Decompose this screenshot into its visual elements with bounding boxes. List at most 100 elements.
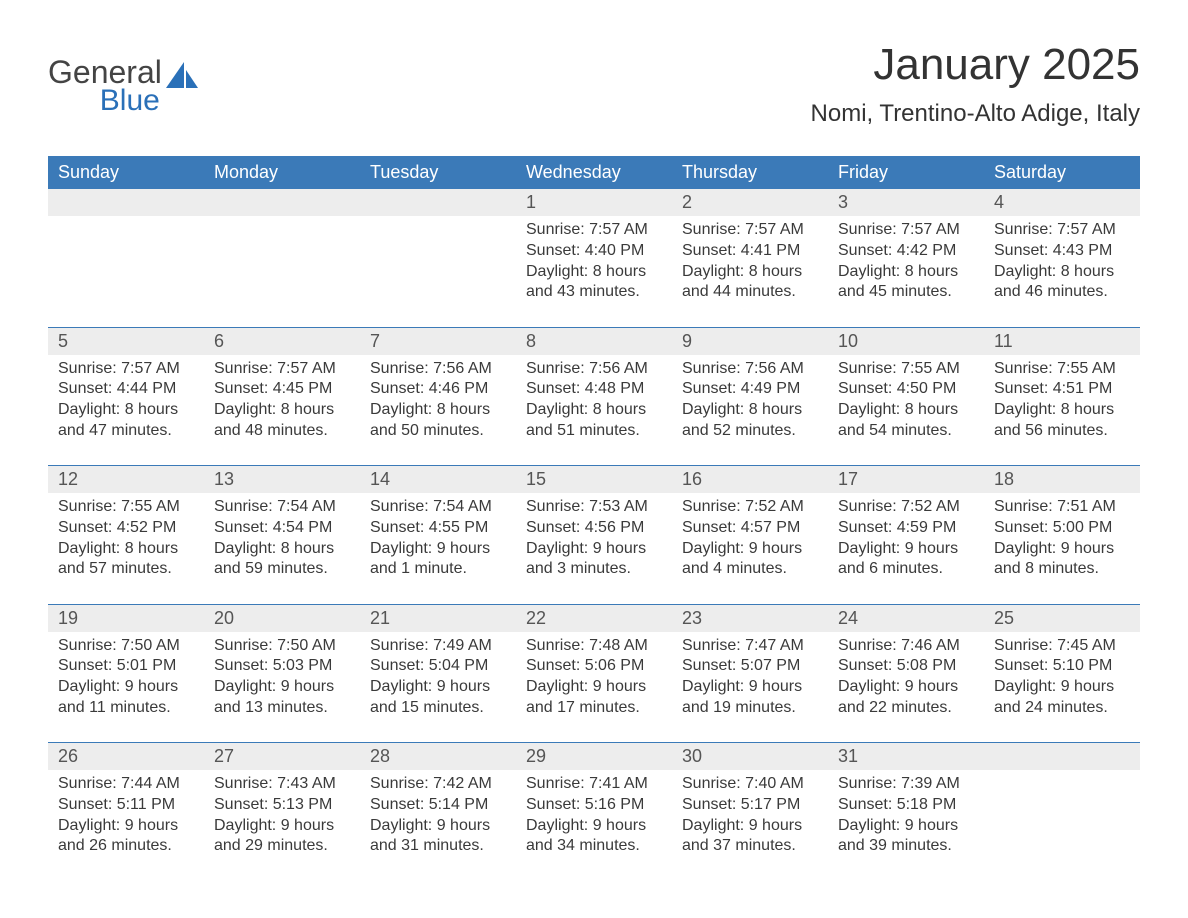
sunset-line: Sunset: 4:51 PM [994, 379, 1130, 400]
sunrise-line: Sunrise: 7:47 AM [682, 636, 818, 657]
sunrise-line: Sunrise: 7:56 AM [682, 359, 818, 380]
daynum-bar: 12 [48, 466, 204, 493]
daylight-line: Daylight: 9 hours and 4 minutes. [682, 539, 818, 581]
sunrise-line: Sunrise: 7:57 AM [994, 220, 1130, 241]
day-number: 6 [204, 328, 360, 355]
sunrise-line: Sunrise: 7:45 AM [994, 636, 1130, 657]
daylight-line: Daylight: 8 hours and 59 minutes. [214, 539, 350, 581]
day-number: 18 [984, 466, 1140, 493]
sunset-line: Sunset: 5:13 PM [214, 795, 350, 816]
sunrise-line: Sunrise: 7:56 AM [370, 359, 506, 380]
daynum-bar: 25 [984, 605, 1140, 632]
daynum-bar: 6 [204, 328, 360, 355]
sunrise-line: Sunrise: 7:41 AM [526, 774, 662, 795]
calendar-cell [204, 189, 360, 327]
calendar-cell: 26Sunrise: 7:44 AMSunset: 5:11 PMDayligh… [48, 743, 204, 881]
month-title: January 2025 [811, 40, 1140, 90]
sunrise-line: Sunrise: 7:53 AM [526, 497, 662, 518]
calendar-cell [984, 743, 1140, 881]
daynum-bar: 26 [48, 743, 204, 770]
daylight-line: Daylight: 9 hours and 15 minutes. [370, 677, 506, 719]
sail-icon [166, 62, 200, 97]
day-details: Sunrise: 7:55 AMSunset: 4:51 PMDaylight:… [984, 355, 1140, 450]
daynum-bar: 15 [516, 466, 672, 493]
brand-word-2: Blue [100, 87, 160, 114]
sunset-line: Sunset: 5:06 PM [526, 656, 662, 677]
calendar-cell: 21Sunrise: 7:49 AMSunset: 5:04 PMDayligh… [360, 605, 516, 743]
daylight-line: Daylight: 8 hours and 44 minutes. [682, 262, 818, 304]
weekday-header: Wednesday [516, 156, 672, 189]
calendar-cell: 11Sunrise: 7:55 AMSunset: 4:51 PMDayligh… [984, 328, 1140, 466]
daylight-line: Daylight: 9 hours and 31 minutes. [370, 816, 506, 858]
sunrise-line: Sunrise: 7:40 AM [682, 774, 818, 795]
weekday-header: Friday [828, 156, 984, 189]
sunrise-line: Sunrise: 7:57 AM [214, 359, 350, 380]
day-number: 16 [672, 466, 828, 493]
calendar-week: 1 Sunrise: 7:57 AM Sunset: 4:40 PM Daylight… [48, 189, 1140, 327]
daynum-bar: 14 [360, 466, 516, 493]
sunset-line: Sunset: 4:50 PM [838, 379, 974, 400]
daylight-line: Daylight: 9 hours and 17 minutes. [526, 677, 662, 719]
daynum-bar: 13 [204, 466, 360, 493]
sunset-line: Sunset: 5:10 PM [994, 656, 1130, 677]
day-number: 30 [672, 743, 828, 770]
daynum-bar [984, 743, 1140, 770]
daynum-bar: 23 [672, 605, 828, 632]
calendar-cell: 31Sunrise: 7:39 AMSunset: 5:18 PMDayligh… [828, 743, 984, 881]
sunset-line: Sunset: 5:08 PM [838, 656, 974, 677]
sunrise-line: Sunrise: 7:57 AM [58, 359, 194, 380]
daylight-line: Daylight: 8 hours and 54 minutes. [838, 400, 974, 442]
daynum-bar: 10 [828, 328, 984, 355]
day-details: Sunrise: 7:49 AMSunset: 5:04 PMDaylight:… [360, 632, 516, 727]
daynum-bar: 9 [672, 328, 828, 355]
daynum-bar: 28 [360, 743, 516, 770]
calendar-cell: 30Sunrise: 7:40 AMSunset: 5:17 PMDayligh… [672, 743, 828, 881]
sunset-line: Sunset: 4:40 PM [526, 241, 662, 262]
daynum-bar: 20 [204, 605, 360, 632]
day-details: Sunrise: 7:57 AMSunset: 4:45 PMDaylight:… [204, 355, 360, 450]
daynum-bar: 5 [48, 328, 204, 355]
calendar-cell: 25 Sunrise: 7:45 AMSunset: 5:10 PMDayligh… [984, 605, 1140, 743]
daylight-line: Daylight: 9 hours and 24 minutes. [994, 677, 1130, 719]
sunrise-line: Sunrise: 7:44 AM [58, 774, 194, 795]
daylight-line: Daylight: 9 hours and 29 minutes. [214, 816, 350, 858]
daylight-line: Daylight: 8 hours and 56 minutes. [994, 400, 1130, 442]
sunrise-line: Sunrise: 7:56 AM [526, 359, 662, 380]
daylight-line: Daylight: 9 hours and 13 minutes. [214, 677, 350, 719]
daylight-line: Daylight: 9 hours and 6 minutes. [838, 539, 974, 581]
sunrise-line: Sunrise: 7:55 AM [994, 359, 1130, 380]
sunset-line: Sunset: 5:11 PM [58, 795, 194, 816]
day-number: 19 [48, 605, 204, 632]
day-number: 20 [204, 605, 360, 632]
sunrise-line: Sunrise: 7:55 AM [58, 497, 194, 518]
daynum-bar: 1 [516, 189, 672, 216]
day-number: 14 [360, 466, 516, 493]
daynum-bar: 17 [828, 466, 984, 493]
day-number: 15 [516, 466, 672, 493]
daylight-line: Daylight: 9 hours and 8 minutes. [994, 539, 1130, 581]
daylight-line: Daylight: 9 hours and 19 minutes. [682, 677, 818, 719]
day-number: 1 [516, 189, 672, 216]
brand-logo: General Blue [48, 40, 200, 114]
daynum-bar: 31 [828, 743, 984, 770]
day-details: Sunrise: 7:42 AMSunset: 5:14 PMDaylight:… [360, 770, 516, 865]
day-number: 7 [360, 328, 516, 355]
day-details: Sunrise: 7:44 AMSunset: 5:11 PMDaylight:… [48, 770, 204, 865]
calendar-week: 5Sunrise: 7:57 AMSunset: 4:44 PMDaylight… [48, 328, 1140, 466]
sunset-line: Sunset: 4:59 PM [838, 518, 974, 539]
calendar-cell [48, 189, 204, 327]
daynum-bar [204, 189, 360, 216]
sunset-line: Sunset: 5:14 PM [370, 795, 506, 816]
calendar-body: 1 Sunrise: 7:57 AM Sunset: 4:40 PM Daylight… [48, 189, 1140, 881]
sunrise-line: Sunrise: 7:46 AM [838, 636, 974, 657]
day-number: 22 [516, 605, 672, 632]
calendar-cell [360, 189, 516, 327]
daylight-line: Daylight: 8 hours and 45 minutes. [838, 262, 974, 304]
sunrise-line: Sunrise: 7:42 AM [370, 774, 506, 795]
sunset-line: Sunset: 4:56 PM [526, 518, 662, 539]
daynum-bar [360, 189, 516, 216]
day-number: 27 [204, 743, 360, 770]
daylight-line: Daylight: 9 hours and 11 minutes. [58, 677, 194, 719]
sunrise-line: Sunrise: 7:50 AM [58, 636, 194, 657]
day-details: Sunrise: 7:56 AMSunset: 4:46 PMDaylight:… [360, 355, 516, 450]
